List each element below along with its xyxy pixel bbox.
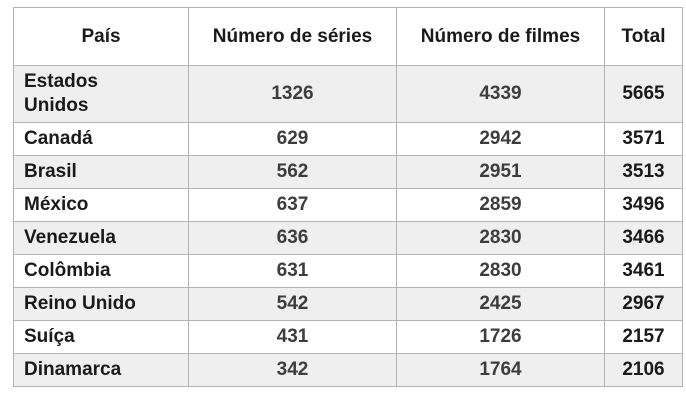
films-count-cell: 2425	[396, 287, 605, 321]
table-row: Brasil 562 2951 3513	[13, 155, 683, 189]
table-row: Reino Unido 542 2425 2967	[13, 287, 683, 321]
films-count-cell: 4339	[396, 65, 605, 123]
films-count-cell: 2830	[396, 254, 605, 288]
films-count-cell: 2859	[396, 188, 605, 222]
country-cell: Brasil	[13, 155, 189, 189]
series-count-cell: 629	[188, 122, 397, 156]
series-count-cell: 637	[188, 188, 397, 222]
table-row: Estados Unidos 1326 4339 5665	[13, 65, 683, 123]
table-row: Dinamarca 342 1764 2106	[13, 353, 683, 387]
country-cell: Estados Unidos	[13, 65, 189, 123]
country-cell: Colômbia	[13, 254, 189, 288]
column-header-pais: País	[13, 7, 189, 66]
table-row: Colômbia 631 2830 3461	[13, 254, 683, 288]
column-header-total: Total	[604, 7, 683, 66]
total-cell: 3496	[604, 188, 683, 222]
films-count-cell: 2951	[396, 155, 605, 189]
country-media-table: País Número de séries Número de filmes Tota…	[13, 7, 683, 387]
films-count-cell: 1726	[396, 320, 605, 354]
country-cell: Dinamarca	[13, 353, 189, 387]
country-cell: México	[13, 188, 189, 222]
films-count-cell: 1764	[396, 353, 605, 387]
country-cell: Canadá	[13, 122, 189, 156]
series-count-cell: 342	[188, 353, 397, 387]
total-cell: 5665	[604, 65, 683, 123]
table-row: Suíça 431 1726 2157	[13, 320, 683, 354]
total-cell: 3571	[604, 122, 683, 156]
total-cell: 3461	[604, 254, 683, 288]
country-cell: Suíça	[13, 320, 189, 354]
total-cell: 3466	[604, 221, 683, 255]
table-row: México 637 2859 3496	[13, 188, 683, 222]
series-count-cell: 636	[188, 221, 397, 255]
table-row: Canadá 629 2942 3571	[13, 122, 683, 156]
column-header-filmes: Número de filmes	[396, 7, 605, 66]
total-cell: 3513	[604, 155, 683, 189]
films-count-cell: 2942	[396, 122, 605, 156]
series-count-cell: 431	[188, 320, 397, 354]
header-row: País Número de séries Número de filmes Tota…	[13, 7, 683, 66]
films-count-cell: 2830	[396, 221, 605, 255]
series-count-cell: 562	[188, 155, 397, 189]
total-cell: 2106	[604, 353, 683, 387]
series-count-cell: 631	[188, 254, 397, 288]
column-header-series: Número de séries	[188, 7, 397, 66]
series-count-cell: 1326	[188, 65, 397, 123]
total-cell: 2157	[604, 320, 683, 354]
country-cell: Venezuela	[13, 221, 189, 255]
table-row: Venezuela 636 2830 3466	[13, 221, 683, 255]
total-cell: 2967	[604, 287, 683, 321]
series-count-cell: 542	[188, 287, 397, 321]
country-cell: Reino Unido	[13, 287, 189, 321]
